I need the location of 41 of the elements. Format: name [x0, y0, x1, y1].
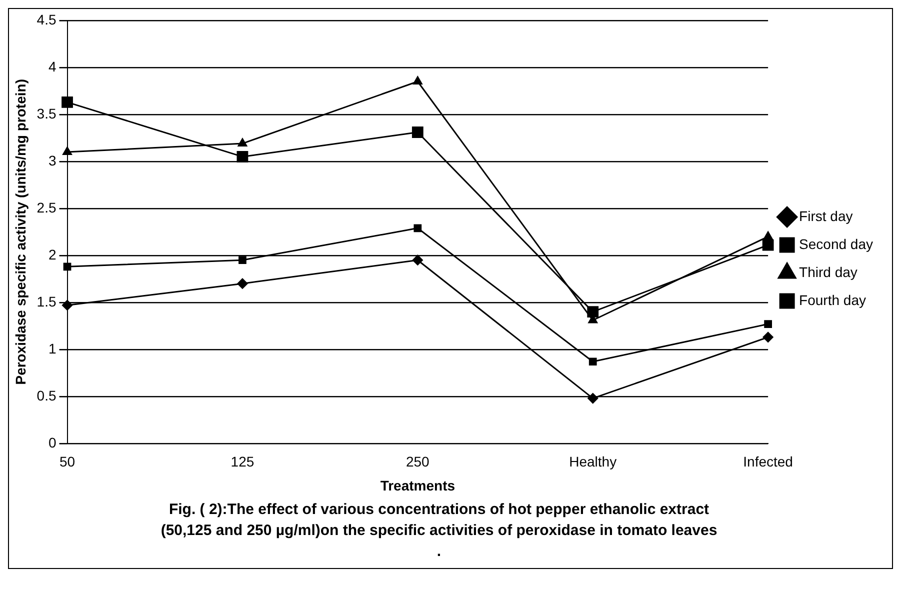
y-tick-label: 0.5: [36, 387, 56, 404]
y-tick-label: 1: [48, 340, 56, 356]
point: [412, 254, 423, 266]
text: Fig. ( 2):The effect of various concentrations of hot pepper ethanolic extract (50,125 and 250 µg/ml)on the specific activities of peroxidase in tomato leaves .: [160, 500, 718, 562]
point: [588, 393, 598, 404]
point: [237, 278, 248, 289]
point: [413, 76, 422, 84]
point: [763, 231, 773, 240]
point: [762, 332, 774, 342]
point: [236, 151, 248, 162]
legend-label: First day: [799, 208, 853, 224]
point: [414, 224, 422, 232]
point: [238, 138, 248, 147]
y-tick-label: 2: [48, 246, 56, 262]
x-axis-title: Treatments: [380, 477, 456, 494]
legend-label: Fourth day: [799, 292, 866, 308]
y-tick-label: 4.5: [36, 11, 56, 28]
x-tick-label: Healthy: [569, 454, 617, 470]
y-tick-label: 3.5: [36, 105, 56, 122]
y-tick-label: 2.5: [36, 199, 56, 216]
point: [63, 262, 72, 271]
point: [764, 320, 772, 328]
point: [587, 306, 599, 318]
point: [62, 146, 72, 155]
point: [762, 239, 774, 251]
point: [62, 96, 73, 108]
legend-label: Third day: [799, 264, 858, 280]
y-tick-label: 0: [48, 434, 56, 450]
y-tick-label: 1.5: [36, 293, 56, 310]
point: [238, 256, 246, 264]
x-tick-label: 250: [406, 454, 430, 470]
y-tick-label: 3: [48, 152, 56, 168]
point: [62, 300, 73, 310]
legend-label: Second day: [799, 236, 874, 252]
x-tick-label: Infected: [743, 454, 793, 470]
y-tick-label: 4: [48, 58, 56, 74]
x-tick-label: 50: [59, 454, 76, 470]
point: [588, 358, 597, 366]
point: [412, 126, 424, 138]
x-tick-label: 125: [230, 454, 254, 470]
y-axis-title: Peroxidase specific activity (units/mg protein): [12, 79, 28, 385]
